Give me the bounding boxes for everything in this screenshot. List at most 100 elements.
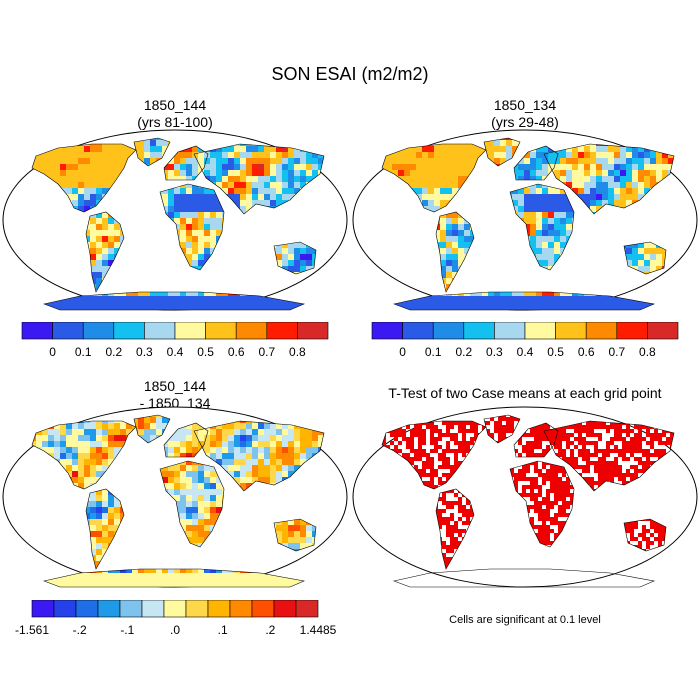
grid-cell xyxy=(36,441,42,447)
grid-cell xyxy=(656,146,662,152)
grid-cell xyxy=(596,146,602,152)
grid-cell xyxy=(276,417,282,423)
grid-cell xyxy=(440,200,446,206)
grid-cell xyxy=(330,296,336,302)
grid-cell xyxy=(440,170,446,176)
grid-cell xyxy=(42,146,48,152)
grid-cell xyxy=(72,471,78,477)
grid-cell xyxy=(374,284,380,290)
grid-cell xyxy=(32,152,36,158)
grid-cell xyxy=(350,176,356,182)
grid-cell xyxy=(186,296,192,302)
grid-cell xyxy=(54,429,60,435)
grid-cell xyxy=(692,176,698,182)
grid-cell xyxy=(96,164,102,170)
grid-cell xyxy=(156,302,162,308)
grid-cell xyxy=(96,254,102,260)
grid-cell xyxy=(662,164,668,170)
grid-cell xyxy=(270,459,276,465)
grid-cell xyxy=(144,296,150,302)
grid-cell xyxy=(324,158,330,164)
grid-cell xyxy=(120,236,126,242)
grid-cell xyxy=(150,140,156,146)
grid-cell xyxy=(186,453,192,459)
grid-cell xyxy=(410,128,416,134)
grid-cell xyxy=(6,429,12,435)
grid-cell xyxy=(282,465,288,471)
grid-cell xyxy=(180,501,186,507)
grid-cell xyxy=(60,423,66,429)
grid-cell xyxy=(300,429,306,435)
grid-cell xyxy=(204,206,210,212)
grid-cell xyxy=(84,176,90,182)
grid-cell xyxy=(18,423,24,429)
grid-cell xyxy=(404,152,410,158)
grid-cell xyxy=(150,302,156,308)
grid-cell xyxy=(198,495,204,501)
north-america-outline xyxy=(381,143,487,213)
grid-cell xyxy=(312,429,318,435)
grid-cell xyxy=(282,164,288,170)
grid-cell xyxy=(216,170,222,176)
grid-cell xyxy=(668,296,674,302)
grid-cell xyxy=(536,296,542,302)
grid-cell xyxy=(428,176,434,182)
colorbar-tick-label: 0.8 xyxy=(289,345,306,359)
grid-cell xyxy=(162,200,168,206)
grid-cell xyxy=(662,158,668,164)
grid-cell xyxy=(192,194,198,200)
grid-cell xyxy=(96,218,102,224)
grid-cell xyxy=(84,302,90,308)
grid-cell xyxy=(336,308,342,313)
grid-cell xyxy=(644,308,650,310)
grid-cell xyxy=(294,308,300,310)
grid-cell xyxy=(392,284,398,290)
grid-cell xyxy=(686,284,692,290)
grid-cell xyxy=(692,278,698,284)
grid-cell xyxy=(114,128,120,134)
grid-cell xyxy=(276,176,282,182)
grid-cell xyxy=(324,140,330,146)
grid-cell xyxy=(288,415,294,417)
grid-cell xyxy=(258,138,264,140)
grid-cell xyxy=(12,170,18,176)
grid-cell xyxy=(336,164,342,170)
panel1-title-line1: 1850_144 xyxy=(143,97,207,113)
grid-cell xyxy=(138,429,144,435)
grid-cell xyxy=(590,308,596,310)
grid-cell xyxy=(6,531,12,537)
grid-cell xyxy=(572,302,578,308)
grid-cell xyxy=(578,194,584,200)
grid-cell xyxy=(494,308,500,310)
grid-cell xyxy=(422,164,428,170)
grid-cell xyxy=(6,134,12,140)
grid-cell xyxy=(312,164,318,170)
grid-cell xyxy=(300,417,306,423)
grid-cell xyxy=(342,429,348,435)
grid-cell xyxy=(24,164,30,170)
grid-cell xyxy=(96,212,102,218)
grid-cell xyxy=(198,489,204,495)
grid-cell xyxy=(90,218,96,224)
grid-cell xyxy=(330,272,336,278)
grid-cell xyxy=(638,158,644,164)
grid-cell xyxy=(306,140,312,146)
grid-cell xyxy=(650,302,656,308)
grid-cell xyxy=(312,152,318,158)
grid-cell xyxy=(240,170,246,176)
grid-cell xyxy=(186,188,192,194)
grid-cell xyxy=(258,200,264,206)
grid-cell xyxy=(518,200,524,206)
grid-cell xyxy=(264,176,270,182)
grid-cell xyxy=(228,188,234,194)
grid-cell xyxy=(240,429,246,435)
grid-cell xyxy=(542,230,548,236)
grid-cell xyxy=(198,188,204,194)
grid-cell xyxy=(554,194,560,200)
grid-cell xyxy=(350,266,356,272)
grid-cell xyxy=(620,296,626,302)
grid-cell xyxy=(440,176,446,182)
grid-cell xyxy=(362,266,368,272)
grid-cell xyxy=(78,465,84,471)
grid-cell xyxy=(270,296,276,302)
